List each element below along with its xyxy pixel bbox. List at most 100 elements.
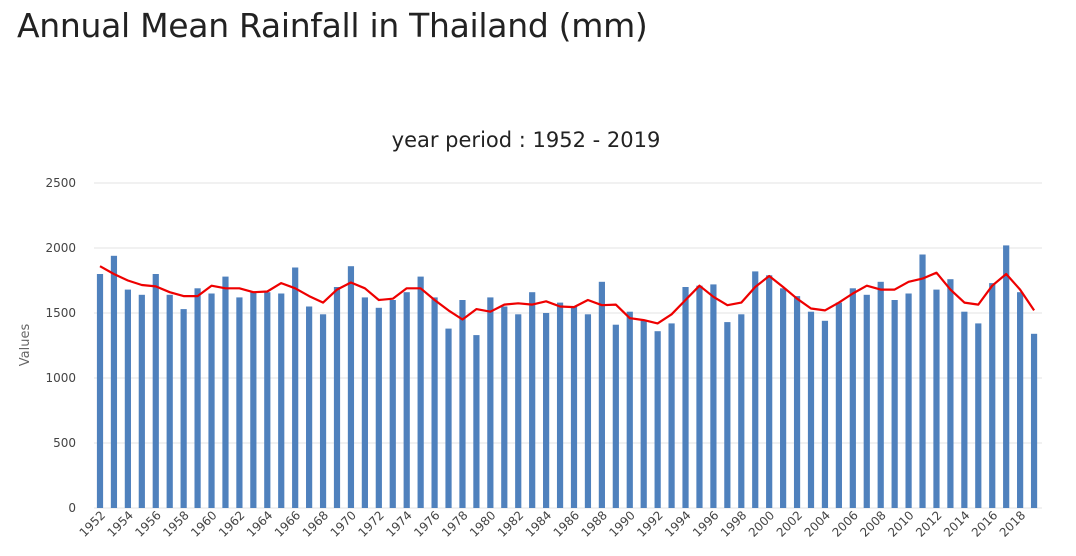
bar	[431, 297, 438, 508]
bar	[292, 267, 299, 508]
bar	[375, 307, 382, 508]
x-tick-label: 1990	[606, 508, 637, 539]
x-tick-label: 1980	[467, 508, 498, 539]
x-tick-label: 1952	[77, 508, 108, 539]
y-tick-label: 2500	[45, 176, 76, 190]
x-tick-label: 2012	[913, 508, 944, 539]
page-title: Annual Mean Rainfall in Thailand (mm)	[17, 6, 648, 45]
x-tick-label: 2002	[774, 508, 805, 539]
bar	[975, 323, 982, 508]
bar	[724, 322, 731, 508]
bar	[152, 274, 159, 508]
bar	[180, 309, 187, 508]
bar	[459, 300, 466, 508]
x-tick-label: 2004	[802, 508, 833, 539]
x-tick-label: 2006	[829, 508, 860, 539]
bar	[696, 285, 703, 508]
bar	[417, 276, 424, 508]
bar	[138, 294, 145, 508]
bar	[877, 281, 884, 508]
bar	[389, 300, 396, 508]
bar	[891, 300, 898, 508]
bar	[710, 284, 717, 508]
bar	[319, 314, 327, 508]
bar	[654, 331, 661, 508]
x-tick-label: 1958	[160, 508, 191, 539]
bar	[821, 320, 829, 508]
x-tick-label: 1984	[523, 508, 554, 539]
bar	[682, 287, 689, 508]
bar	[473, 335, 480, 508]
bar	[738, 314, 745, 508]
bar	[584, 314, 592, 508]
x-tick-label: 1982	[495, 508, 526, 539]
bar	[933, 289, 940, 508]
x-tick-label: 1968	[300, 508, 331, 539]
x-tick-label: 2000	[746, 508, 777, 539]
x-tick-label: 1956	[132, 508, 163, 539]
bar	[445, 328, 452, 508]
x-tick-label: 2018	[997, 508, 1028, 539]
bar	[947, 279, 954, 508]
bar	[543, 313, 550, 508]
y-tick-label: 2000	[45, 241, 76, 255]
bar	[515, 314, 522, 508]
bar	[668, 323, 675, 508]
bar	[919, 254, 926, 508]
bar	[194, 288, 201, 508]
bar	[529, 292, 536, 508]
bar	[752, 271, 759, 508]
y-tick-label: 1500	[45, 306, 76, 320]
bar	[1003, 245, 1010, 508]
x-tick-label: 1974	[383, 508, 414, 539]
x-tick-label: 1964	[244, 508, 275, 539]
bar	[766, 275, 773, 508]
trend-line	[99, 265, 1036, 325]
x-tick-label: 1960	[188, 508, 219, 539]
y-axis-ticks: 0 500 1000 1500 2000 2500	[45, 176, 76, 515]
bar	[250, 292, 257, 508]
x-tick-label: 1972	[355, 508, 386, 539]
bar	[793, 296, 801, 508]
x-tick-label: 1954	[105, 508, 136, 539]
bar	[849, 288, 856, 508]
bar	[640, 320, 647, 508]
bar	[570, 306, 578, 508]
bar	[961, 311, 968, 508]
bar	[278, 293, 285, 508]
bar	[612, 324, 619, 508]
x-tick-label: 1978	[439, 508, 470, 539]
bar	[347, 266, 355, 508]
bar	[1030, 333, 1038, 508]
x-tick-label: 1986	[551, 508, 582, 539]
trend-line-series	[99, 265, 1036, 325]
bar	[110, 255, 118, 508]
x-tick-label: 1962	[216, 508, 247, 539]
bar	[96, 274, 104, 508]
bar	[236, 297, 243, 508]
bar	[905, 293, 912, 508]
x-tick-label: 1996	[690, 508, 721, 539]
bar	[361, 297, 368, 508]
grid-lines	[94, 182, 1042, 509]
y-tick-label: 0	[68, 501, 76, 515]
bar	[124, 289, 131, 508]
bar-series	[96, 245, 1038, 508]
x-tick-label: 2016	[969, 508, 1000, 539]
chart-subtitle: year period : 1952 - 2019	[392, 128, 661, 152]
x-tick-label: 1988	[579, 508, 610, 539]
x-tick-label: 1976	[411, 508, 442, 539]
x-axis-ticks: 1952195419561958196019621964196619681970…	[77, 508, 1029, 539]
bar	[598, 281, 605, 508]
bar	[835, 302, 842, 508]
bar	[1017, 292, 1024, 508]
bar	[333, 287, 341, 508]
x-tick-label: 1992	[634, 508, 665, 539]
bar	[166, 294, 173, 508]
bar	[626, 311, 633, 508]
x-tick-label: 2008	[857, 508, 888, 539]
y-tick-label: 1000	[45, 371, 76, 385]
y-tick-label: 500	[53, 436, 76, 450]
bar	[989, 283, 996, 508]
